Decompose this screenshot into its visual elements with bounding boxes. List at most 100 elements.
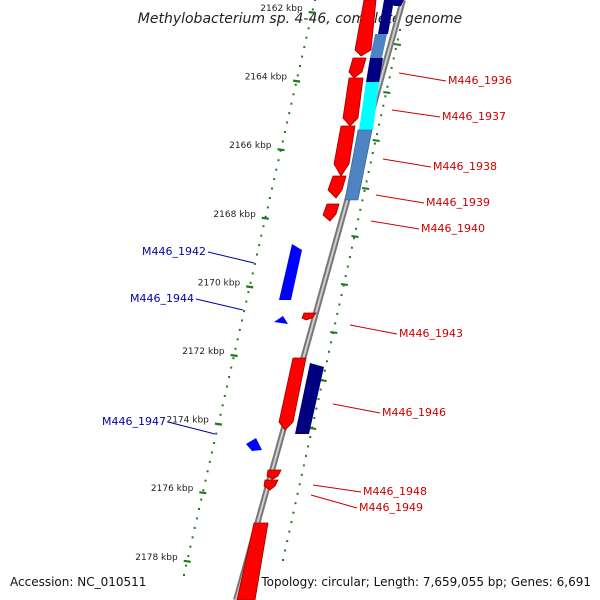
track-dot <box>238 328 241 331</box>
track-dot <box>228 376 231 378</box>
feature-reverse[interactable] <box>246 438 262 451</box>
track-dot <box>303 46 306 49</box>
track-dot <box>394 47 397 50</box>
track-dot <box>299 65 301 67</box>
track-dot <box>384 95 387 98</box>
reverse-features <box>246 0 404 451</box>
leader-line <box>349 324 398 335</box>
minor-tick <box>372 139 380 142</box>
gene-label-forward[interactable]: M446_1937 <box>442 110 506 123</box>
track-dot <box>283 131 286 133</box>
feature-forward[interactable] <box>278 357 307 431</box>
feature-forward[interactable] <box>354 0 377 57</box>
track-dot <box>275 168 278 171</box>
track-dot <box>323 369 326 372</box>
track-dot <box>365 180 368 183</box>
track-dot <box>399 29 401 31</box>
feature-navy[interactable] <box>366 58 383 82</box>
feature-steel[interactable] <box>344 129 373 201</box>
track-dot <box>253 262 256 265</box>
kbp-label: 2162 kbp <box>260 4 303 14</box>
feature-reverse[interactable] <box>279 244 302 300</box>
gene-label-forward[interactable]: M446_1946 <box>382 406 446 419</box>
track-dot <box>357 218 360 221</box>
track-dot <box>195 517 198 520</box>
kbp-tick <box>183 559 191 563</box>
track-dot <box>292 93 295 96</box>
kbp-tick <box>308 10 316 15</box>
track-dot <box>311 8 314 11</box>
kbp-tick <box>277 148 285 152</box>
kbp-tick <box>292 79 301 83</box>
track-dot <box>367 171 370 173</box>
leader-line <box>375 194 425 204</box>
gene-label-forward[interactable]: M446_1949 <box>359 501 423 514</box>
track-dot <box>378 123 381 126</box>
track-dot <box>288 112 291 115</box>
track-dot <box>376 133 378 136</box>
track-dot <box>363 189 366 192</box>
track-dot <box>328 350 330 353</box>
track-dot <box>219 413 222 416</box>
gene-label-forward[interactable]: M446_1948 <box>363 485 427 498</box>
feature-navy[interactable] <box>389 0 404 6</box>
gene-label-reverse[interactable]: M446_1942 <box>142 245 206 258</box>
leader-line <box>382 158 432 168</box>
track-dot <box>266 206 269 209</box>
feature-forward[interactable] <box>263 479 279 491</box>
track-dot <box>305 36 308 39</box>
gene-label-forward[interactable]: M446_1938 <box>433 160 497 173</box>
kbp-label: 2170 kbp <box>198 278 241 288</box>
feature-forward[interactable] <box>301 312 317 321</box>
track-dot <box>277 159 280 162</box>
track-dot <box>390 66 393 69</box>
feature-forward[interactable] <box>342 77 364 127</box>
gene-label-forward[interactable]: M446_1939 <box>426 196 490 209</box>
feature-forward[interactable] <box>333 125 356 177</box>
gene-label-forward[interactable]: M446_1943 <box>399 327 463 340</box>
feature-steel[interactable] <box>370 34 387 58</box>
leader-line <box>391 109 441 118</box>
track-dot <box>210 451 213 454</box>
gene-label-forward[interactable]: M446_1940 <box>421 222 485 235</box>
forward-features <box>236 0 377 600</box>
track-dot <box>294 502 297 505</box>
feature-reverse[interactable] <box>274 316 288 324</box>
feature-cyan[interactable] <box>359 82 379 130</box>
track-dot <box>336 312 339 315</box>
track-dot <box>191 536 194 539</box>
track-dot <box>226 385 228 388</box>
track-dot <box>243 310 246 313</box>
feature-forward[interactable] <box>322 203 340 222</box>
feature-forward[interactable] <box>327 175 347 199</box>
feature-navy[interactable] <box>295 363 324 434</box>
track-dot <box>262 225 265 228</box>
track-dot <box>300 473 303 476</box>
track-dot <box>330 341 333 344</box>
minor-tick <box>351 235 359 238</box>
gene-label-reverse[interactable]: M446_1944 <box>130 292 194 305</box>
track-dot <box>273 178 276 181</box>
track-dot <box>307 445 310 448</box>
track-dot <box>309 436 312 438</box>
gene-label-reverse[interactable]: M446_1947 <box>102 415 166 428</box>
track-dot <box>294 83 297 86</box>
feature-forward[interactable] <box>266 469 282 480</box>
kbp-label: 2178 kbp <box>135 553 178 563</box>
track-dot <box>386 85 389 88</box>
track-dot <box>256 253 258 256</box>
track-dot <box>247 291 250 294</box>
feature-navy[interactable] <box>378 0 394 34</box>
track-dot <box>350 246 353 249</box>
track-dot <box>198 508 200 510</box>
feature-forward[interactable] <box>236 522 269 600</box>
leader-line <box>332 403 381 414</box>
track-dot <box>249 281 252 284</box>
gene-label-forward[interactable]: M446_1936 <box>448 74 512 87</box>
track-dot <box>236 338 239 341</box>
track-dot <box>348 256 351 259</box>
feature-forward[interactable] <box>348 57 367 79</box>
track-dot <box>183 574 185 576</box>
track-dot <box>260 234 263 237</box>
